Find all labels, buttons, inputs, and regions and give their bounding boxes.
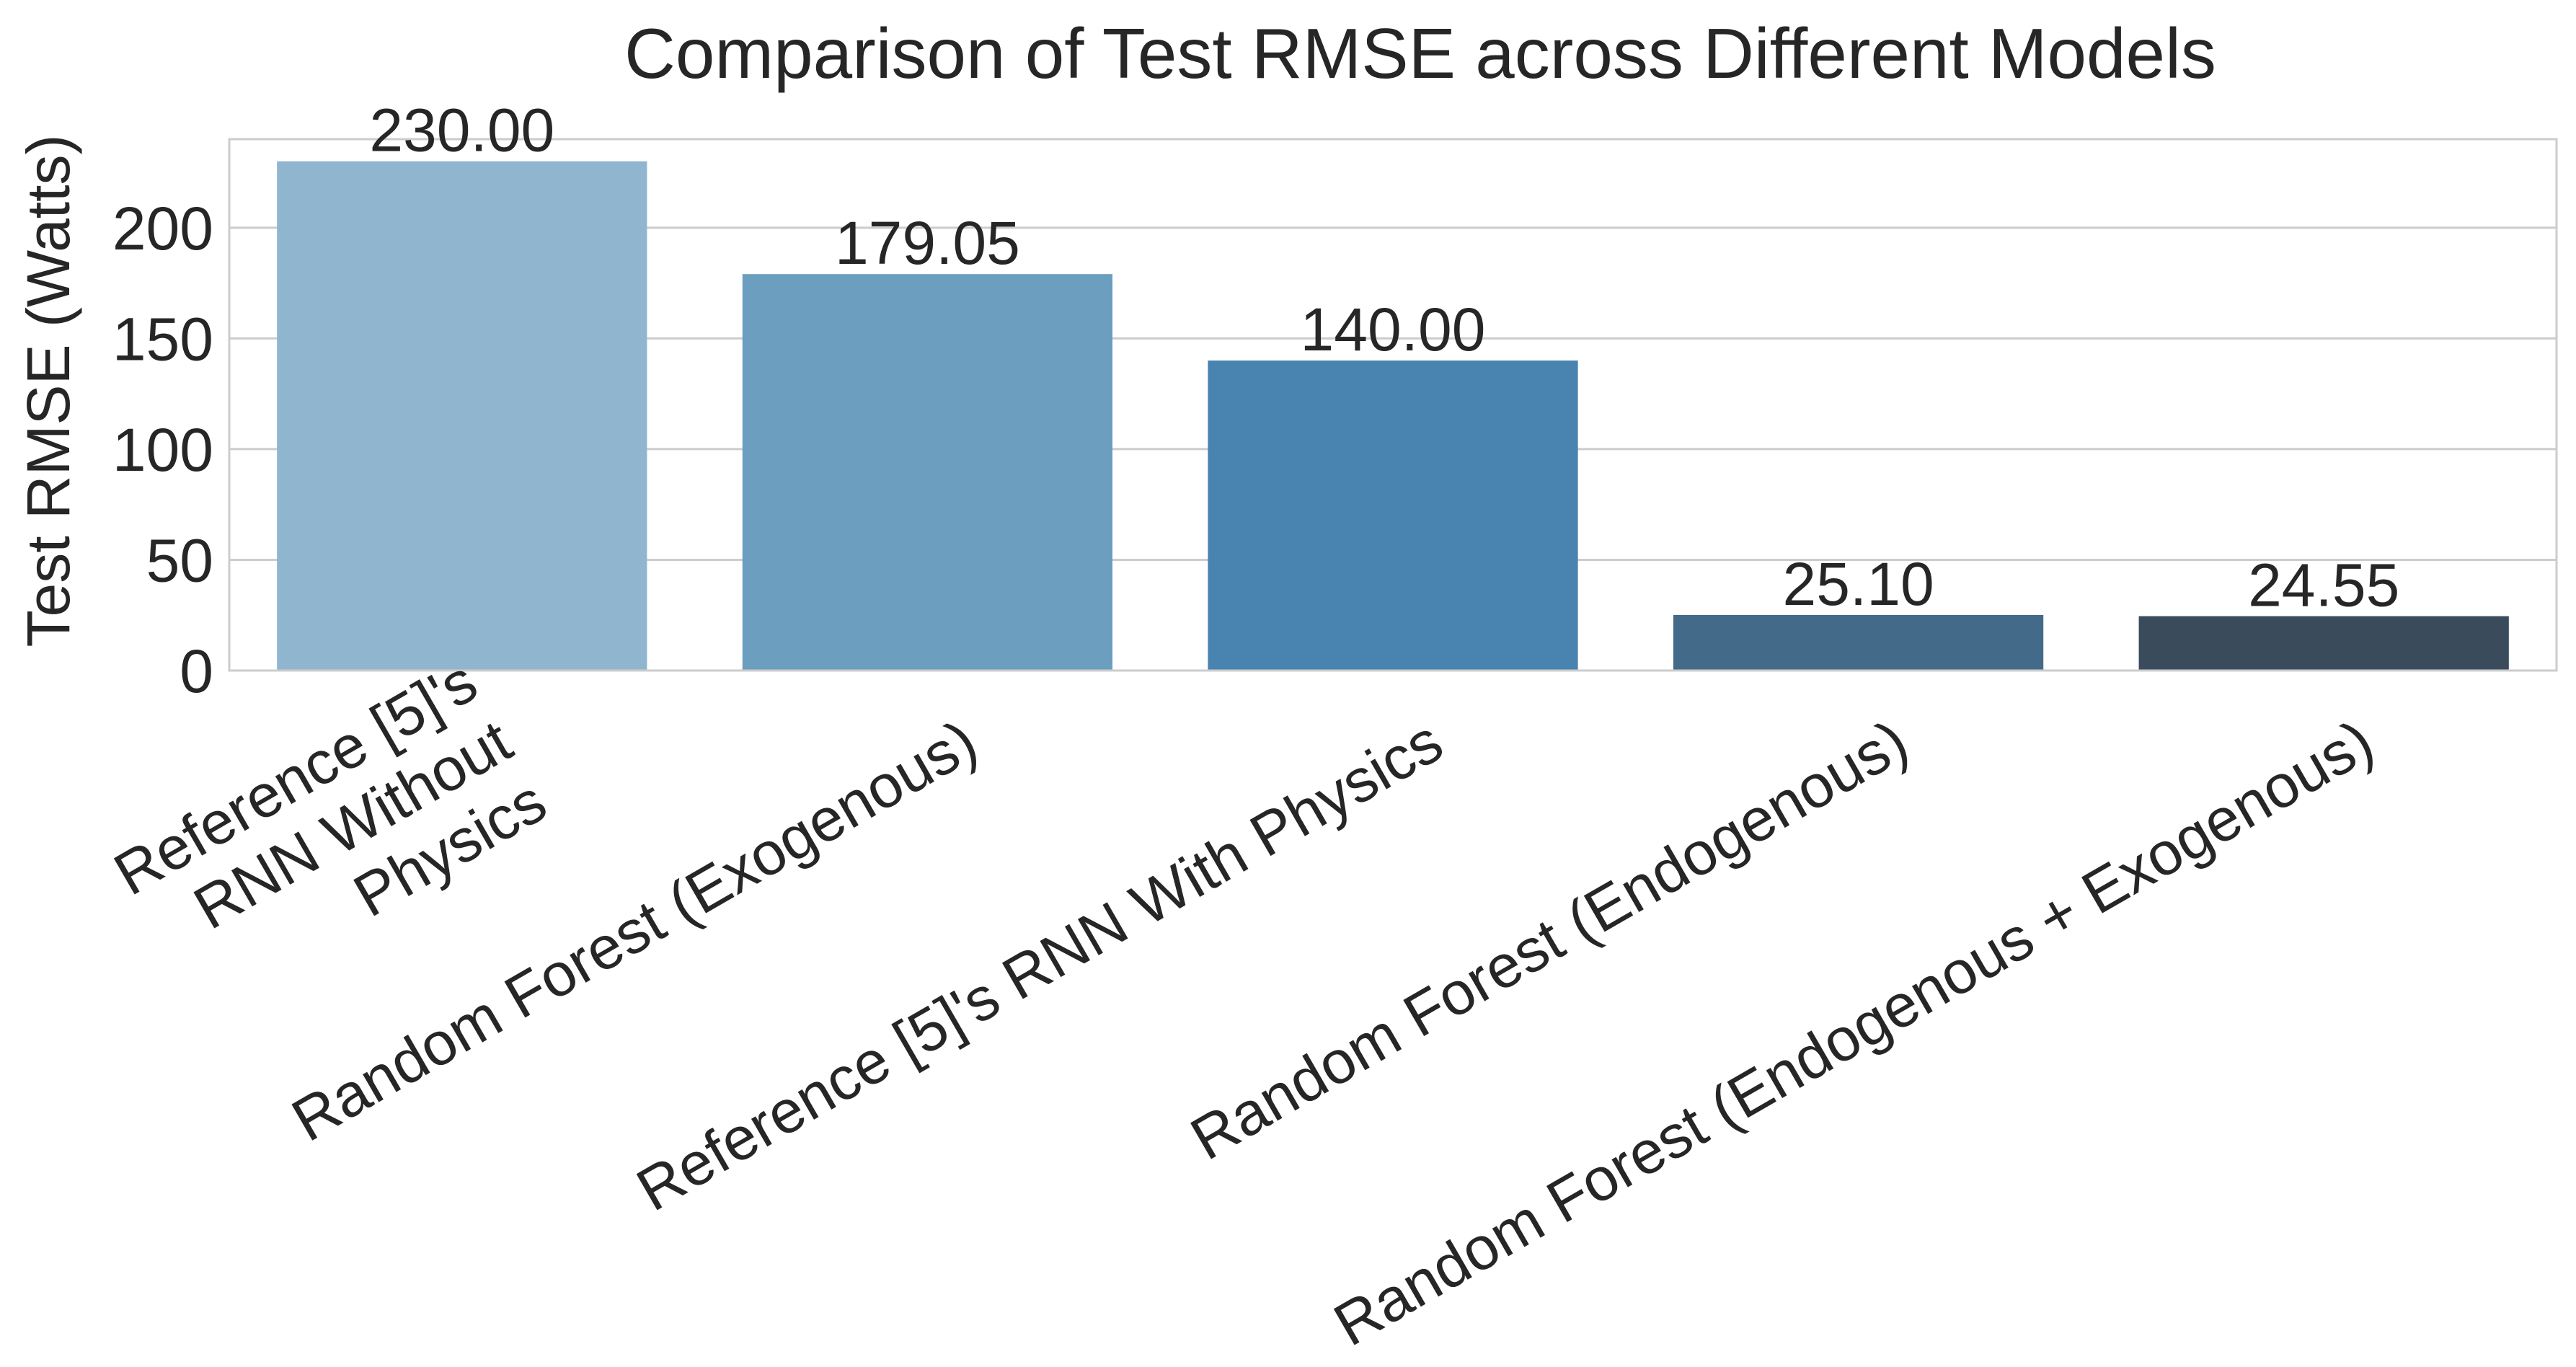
x-tick-label-text: Random Forest (Endogenous) xyxy=(1179,707,1919,1172)
bar xyxy=(1673,614,2044,671)
y-tick-label: 50 xyxy=(146,526,213,594)
x-tick-label-text: Reference [5]'s RNN With Physics xyxy=(626,707,1453,1224)
x-tick-label-text: Reference [5]'sRNN WithoutPhysics xyxy=(103,647,557,1028)
bar xyxy=(2138,616,2509,671)
bar-value-labels: 230.00 179.05 140.00 25.10 24.55 xyxy=(369,97,2399,619)
x-tick-label-line: Random Forest (Endogenous + Exogenous) xyxy=(1323,707,2384,1358)
x-tick-label: Reference [5]'s RNN With Physics xyxy=(626,707,1453,1224)
bar-value-label: 24.55 xyxy=(2248,552,2399,619)
bar xyxy=(277,161,647,671)
x-tick-labels: Reference [5]'sRNN WithoutPhysics Random … xyxy=(103,647,2384,1359)
bar-value-label: 25.10 xyxy=(1782,550,1934,618)
x-tick-label: Reference [5]'sRNN WithoutPhysics xyxy=(103,647,557,1028)
x-tick-label-line: Random Forest (Endogenous) xyxy=(1179,707,1919,1172)
bar-value-label: 140.00 xyxy=(1301,296,1486,363)
y-axis-label: Test RMSE (Watts) xyxy=(14,135,82,647)
x-tick-label: Random Forest (Endogenous + Exogenous) xyxy=(1323,707,2384,1358)
bar xyxy=(742,274,1113,671)
y-tick-label: 200 xyxy=(112,195,213,262)
bar xyxy=(1208,360,1578,671)
y-tick-label: 100 xyxy=(112,416,213,484)
y-tick-labels: 0 50 100 150 200 xyxy=(112,195,213,705)
bar-value-label: 179.05 xyxy=(835,209,1020,277)
y-tick-label: 150 xyxy=(112,305,213,373)
x-tick-label: Random Forest (Endogenous) xyxy=(1179,707,1919,1172)
plot-border xyxy=(228,138,2558,672)
chart-title: Comparison of Test RMSE across Different… xyxy=(624,14,2216,93)
bars xyxy=(277,161,2509,671)
x-tick-label-text: Random Forest (Endogenous + Exogenous) xyxy=(1323,707,2384,1358)
bar-value-label: 230.00 xyxy=(369,97,554,164)
plot-frame xyxy=(228,138,2558,672)
x-tick-label-line: Reference [5]'s RNN With Physics xyxy=(626,707,1453,1224)
y-tick-label: 0 xyxy=(180,637,213,705)
